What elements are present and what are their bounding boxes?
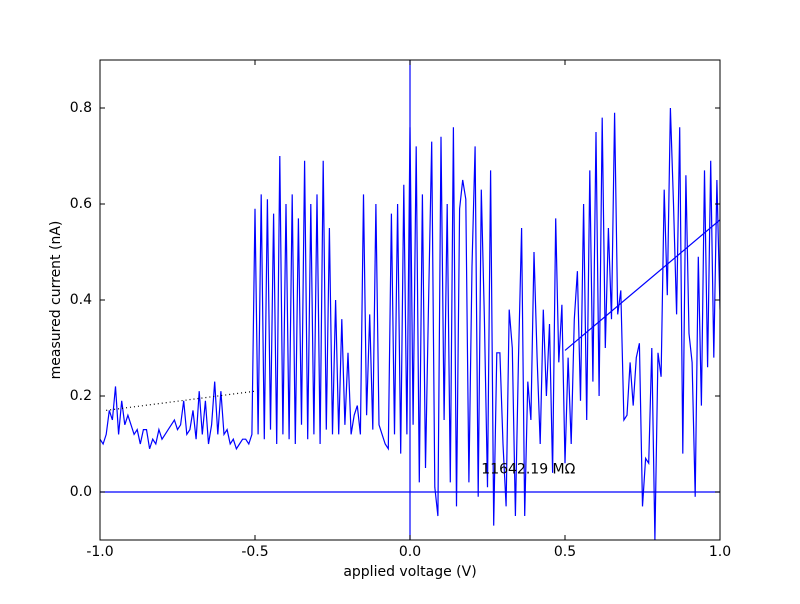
y-axis-label: measured current (nA) xyxy=(48,221,64,380)
annotation: 11642.19 MΩ xyxy=(481,462,575,478)
y-tick-label: 0.2 xyxy=(70,388,92,404)
x-tick-label: -0.5 xyxy=(241,544,268,560)
x-tick-label: 0.0 xyxy=(399,544,421,560)
data-line xyxy=(564,219,720,351)
y-tick-label: 0.4 xyxy=(70,292,92,308)
y-tick-label: 0.8 xyxy=(70,100,92,116)
y-tick-label: 0.6 xyxy=(70,196,92,212)
x-tick-label: 1.0 xyxy=(709,544,731,560)
data-line xyxy=(100,107,720,540)
y-tick-label: 0.0 xyxy=(70,484,92,500)
x-axis-label: applied voltage (V) xyxy=(343,564,476,580)
x-tick-label: -1.0 xyxy=(86,544,113,560)
x-tick-label: 0.5 xyxy=(554,544,576,560)
